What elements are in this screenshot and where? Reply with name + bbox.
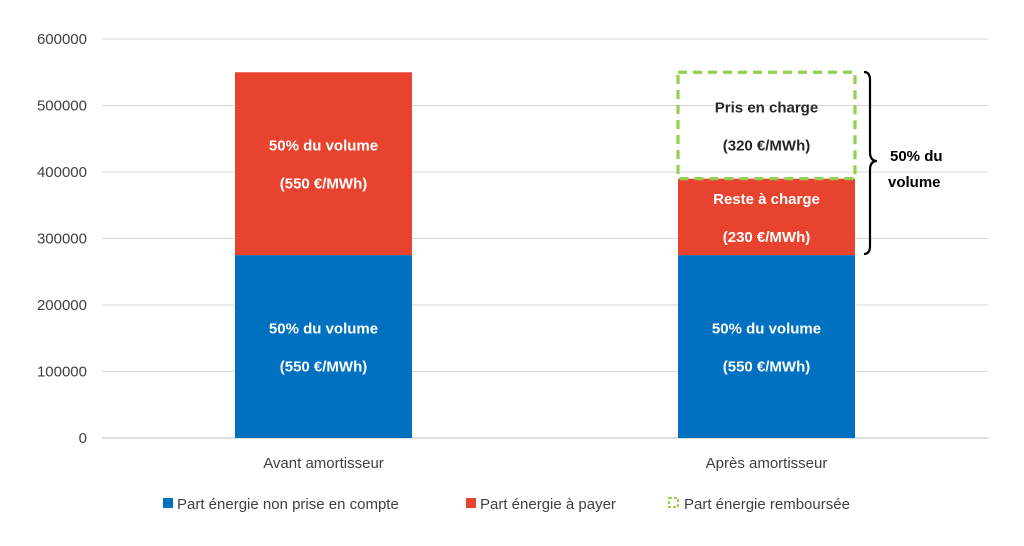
segment-label: 50% du volume (712, 321, 821, 338)
annotation-line2: volume (888, 174, 941, 191)
bar-segment-red (678, 178, 855, 256)
y-tick-label: 400000 (37, 164, 87, 181)
bar-segment-blue (235, 255, 412, 438)
segment-label: Pris en charge (715, 99, 818, 116)
y-tick-label: 200000 (37, 297, 87, 314)
bar-segment-red (235, 72, 412, 256)
legend-label-3: Part énergie remboursée (684, 496, 850, 513)
y-tick-label: 100000 (37, 364, 87, 381)
legend-swatch-red (466, 498, 476, 508)
y-axis: 0 100000 200000 300000 400000 500000 600000 (37, 31, 87, 447)
legend: Part énergie non prise en compte Part én… (163, 496, 850, 513)
segment-label: 50% du volume (269, 138, 378, 155)
segment-label: (550 €/MWh) (280, 359, 368, 376)
segment-label: (230 €/MWh) (723, 229, 811, 246)
segment-label: (320 €/MWh) (723, 137, 811, 154)
y-tick-label: 0 (79, 430, 87, 447)
segment-label: (550 €/MWh) (723, 359, 811, 376)
annotation-line1: 50% du (890, 148, 943, 165)
bracket-shape (863, 70, 878, 256)
bracket-annotation: 50% du volume (863, 70, 943, 256)
x-tick-label: Avant amortisseur (263, 455, 384, 472)
y-tick-label: 500000 (37, 98, 87, 115)
y-tick-label: 600000 (37, 31, 87, 48)
legend-swatch-blue (163, 498, 173, 508)
y-tick-label: 300000 (37, 231, 87, 248)
legend-label-1: Part énergie non prise en compte (177, 496, 399, 513)
segment-label: Reste à charge (713, 191, 820, 208)
bars: 50% du volume (550 €/MWh) 50% du volume (55… (235, 70, 857, 438)
x-tick-label: Après amortisseur (706, 455, 828, 472)
x-axis: Avant amortisseur Après amortisseur (263, 455, 827, 472)
bar-segment-blue (678, 255, 855, 438)
legend-swatch-green-dashed (668, 497, 679, 508)
bar-segment-reimbursed (676, 70, 857, 181)
segment-label: 50% du volume (269, 321, 378, 338)
legend-label-2: Part énergie à payer (480, 496, 616, 513)
segment-label: (550 €/MWh) (280, 176, 368, 193)
